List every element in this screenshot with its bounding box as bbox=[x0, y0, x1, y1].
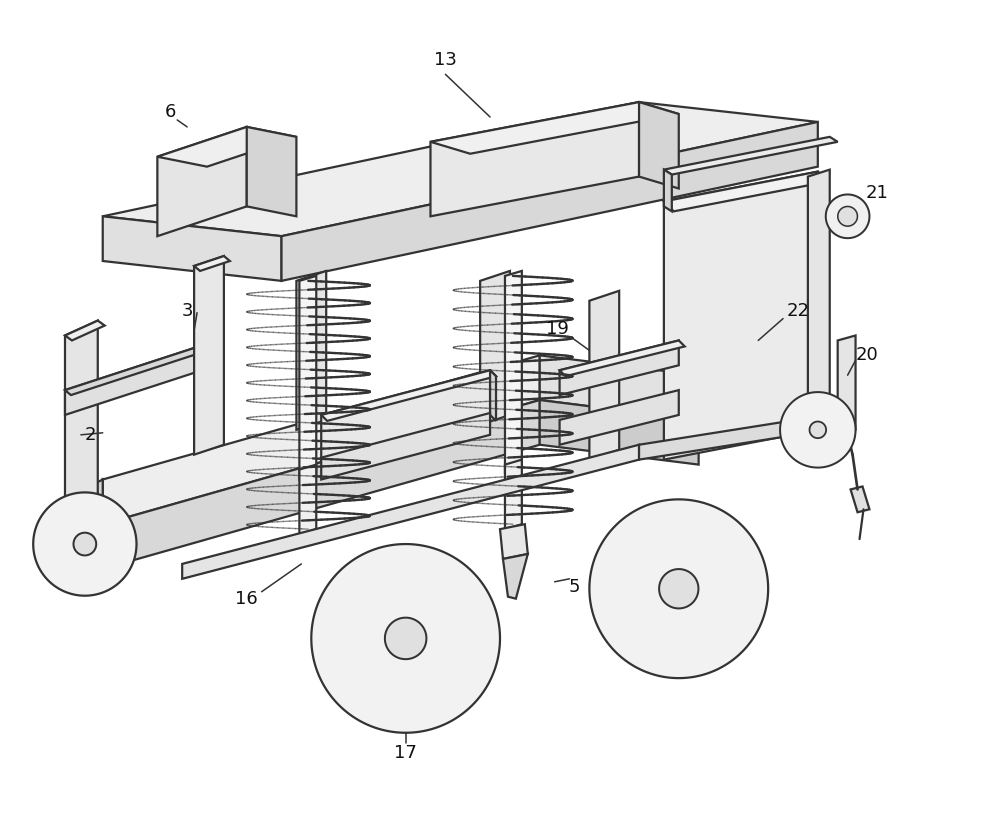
Polygon shape bbox=[73, 533, 96, 555]
Polygon shape bbox=[194, 256, 224, 454]
Text: 21: 21 bbox=[866, 185, 889, 202]
Polygon shape bbox=[808, 170, 830, 446]
Polygon shape bbox=[103, 480, 147, 554]
Text: 16: 16 bbox=[235, 589, 258, 607]
Polygon shape bbox=[589, 291, 619, 459]
Polygon shape bbox=[500, 524, 528, 559]
Text: 2: 2 bbox=[85, 426, 97, 444]
Polygon shape bbox=[490, 370, 496, 421]
Polygon shape bbox=[503, 554, 528, 598]
Polygon shape bbox=[282, 122, 818, 280]
Polygon shape bbox=[65, 346, 202, 415]
Polygon shape bbox=[103, 400, 540, 569]
Polygon shape bbox=[65, 346, 208, 395]
Polygon shape bbox=[321, 370, 490, 459]
Text: 5: 5 bbox=[569, 578, 580, 596]
Text: 6: 6 bbox=[165, 103, 176, 121]
Polygon shape bbox=[63, 480, 103, 544]
Polygon shape bbox=[664, 172, 818, 459]
Polygon shape bbox=[63, 509, 103, 539]
Polygon shape bbox=[780, 392, 856, 467]
Polygon shape bbox=[430, 102, 679, 154]
Polygon shape bbox=[664, 172, 828, 211]
Polygon shape bbox=[639, 415, 828, 459]
Polygon shape bbox=[826, 194, 869, 238]
Polygon shape bbox=[540, 400, 699, 464]
Polygon shape bbox=[321, 413, 490, 480]
Polygon shape bbox=[311, 544, 500, 733]
Polygon shape bbox=[560, 390, 679, 445]
Polygon shape bbox=[430, 102, 639, 216]
Polygon shape bbox=[540, 355, 699, 420]
Polygon shape bbox=[299, 276, 316, 480]
Polygon shape bbox=[103, 355, 540, 524]
Polygon shape bbox=[589, 499, 768, 678]
Polygon shape bbox=[194, 256, 230, 271]
Polygon shape bbox=[321, 370, 496, 421]
Polygon shape bbox=[182, 445, 639, 579]
Polygon shape bbox=[838, 207, 857, 226]
Polygon shape bbox=[810, 421, 826, 438]
Polygon shape bbox=[157, 127, 296, 167]
Polygon shape bbox=[659, 569, 698, 608]
Polygon shape bbox=[639, 102, 679, 189]
Polygon shape bbox=[385, 618, 426, 659]
Polygon shape bbox=[838, 336, 856, 435]
Polygon shape bbox=[33, 493, 137, 596]
Polygon shape bbox=[851, 486, 869, 512]
Text: 19: 19 bbox=[546, 320, 569, 337]
Polygon shape bbox=[505, 459, 522, 529]
Polygon shape bbox=[103, 216, 282, 280]
Polygon shape bbox=[299, 464, 316, 534]
Polygon shape bbox=[664, 137, 838, 175]
Polygon shape bbox=[560, 341, 685, 376]
Text: 17: 17 bbox=[394, 744, 417, 762]
Polygon shape bbox=[63, 524, 103, 589]
Polygon shape bbox=[103, 102, 818, 236]
Text: 13: 13 bbox=[434, 51, 457, 69]
Polygon shape bbox=[664, 170, 672, 211]
Polygon shape bbox=[65, 320, 105, 341]
Polygon shape bbox=[296, 271, 326, 430]
Polygon shape bbox=[480, 271, 510, 425]
Text: 20: 20 bbox=[856, 346, 879, 364]
Polygon shape bbox=[157, 127, 247, 236]
Text: 3: 3 bbox=[181, 302, 193, 320]
Text: 22: 22 bbox=[786, 302, 809, 320]
Polygon shape bbox=[505, 271, 522, 472]
Polygon shape bbox=[818, 172, 828, 440]
Polygon shape bbox=[65, 320, 98, 524]
Polygon shape bbox=[247, 127, 296, 216]
Polygon shape bbox=[560, 341, 679, 395]
